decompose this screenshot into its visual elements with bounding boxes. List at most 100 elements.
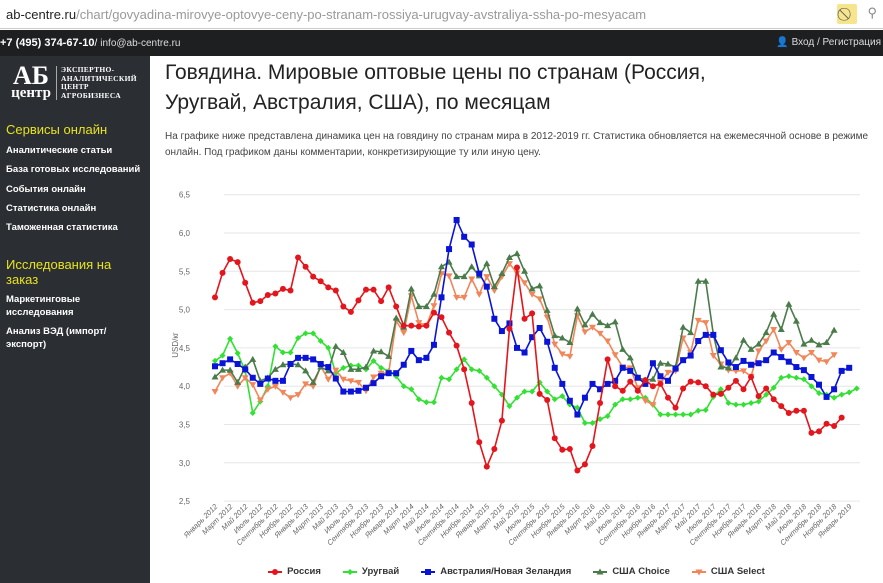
data-point[interactable] xyxy=(272,290,279,297)
data-point[interactable] xyxy=(665,377,671,384)
data-point[interactable] xyxy=(408,322,415,329)
data-point[interactable] xyxy=(649,360,656,367)
data-point[interactable] xyxy=(249,410,256,417)
data-point[interactable] xyxy=(702,406,709,413)
data-point[interactable] xyxy=(695,379,702,386)
data-point[interactable] xyxy=(438,263,445,270)
data-point[interactable] xyxy=(423,354,430,361)
data-point[interactable] xyxy=(490,283,498,290)
data-point[interactable] xyxy=(227,356,234,363)
data-point[interactable] xyxy=(271,365,279,372)
data-point[interactable] xyxy=(770,384,777,391)
data-point[interactable] xyxy=(816,428,822,435)
data-point[interactable] xyxy=(347,308,354,315)
data-point[interactable] xyxy=(475,291,483,298)
data-point[interactable] xyxy=(604,380,611,387)
data-point[interactable] xyxy=(755,348,763,355)
data-point[interactable] xyxy=(362,363,370,370)
data-point[interactable] xyxy=(627,367,634,374)
data-point[interactable] xyxy=(536,390,543,397)
data-point[interactable] xyxy=(453,216,460,223)
data-point[interactable] xyxy=(785,300,793,307)
data-point[interactable] xyxy=(544,388,551,395)
data-point[interactable] xyxy=(310,273,317,280)
data-point[interactable] xyxy=(596,319,604,326)
data-point[interactable] xyxy=(551,364,558,371)
data-point[interactable] xyxy=(687,411,694,418)
data-point[interactable] xyxy=(559,380,566,387)
data-point[interactable] xyxy=(664,360,672,367)
data-point[interactable] xyxy=(430,341,437,348)
data-point[interactable] xyxy=(777,326,785,333)
data-point[interactable] xyxy=(445,273,453,280)
data-point[interactable] xyxy=(430,399,437,406)
data-point[interactable] xyxy=(295,254,302,261)
data-point[interactable] xyxy=(354,365,362,372)
data-point[interactable] xyxy=(823,339,831,346)
data-point[interactable] xyxy=(514,394,520,401)
data-point[interactable] xyxy=(672,411,679,418)
data-point[interactable] xyxy=(347,388,354,395)
data-point[interactable] xyxy=(649,402,657,409)
data-point[interactable] xyxy=(740,357,747,364)
data-point[interactable] xyxy=(226,366,234,373)
data-point[interactable] xyxy=(680,385,687,392)
data-point[interactable] xyxy=(687,329,695,336)
data-point[interactable] xyxy=(324,376,332,383)
data-point[interactable] xyxy=(558,334,566,341)
zoom-icon[interactable]: ⚲ xyxy=(867,5,877,20)
data-point[interactable] xyxy=(340,303,347,310)
data-point[interactable] xyxy=(393,303,400,310)
data-point[interactable] xyxy=(800,376,807,383)
data-point[interactable] xyxy=(385,352,393,359)
data-point[interactable] xyxy=(295,354,302,361)
data-point[interactable] xyxy=(302,263,309,270)
data-point[interactable] xyxy=(423,322,430,329)
data-point[interactable] xyxy=(748,400,755,407)
data-point[interactable] xyxy=(505,254,513,261)
data-point[interactable] xyxy=(242,366,249,373)
data-point[interactable] xyxy=(702,320,710,327)
data-point[interactable] xyxy=(468,263,476,270)
data-point[interactable] xyxy=(657,373,664,380)
data-point[interactable] xyxy=(491,383,498,390)
data-point[interactable] xyxy=(823,420,830,427)
data-point[interactable] xyxy=(838,367,845,374)
data-point[interactable] xyxy=(332,342,340,349)
data-point[interactable] xyxy=(853,385,860,392)
data-point[interactable] xyxy=(521,315,528,322)
data-point[interactable] xyxy=(581,461,588,468)
data-point[interactable] xyxy=(612,377,619,384)
data-point[interactable] xyxy=(732,377,739,384)
data-point[interactable] xyxy=(665,394,671,401)
data-point[interactable] xyxy=(732,354,740,361)
data-point[interactable] xyxy=(378,298,385,305)
data-point[interactable] xyxy=(430,309,437,316)
data-point[interactable] xyxy=(498,417,505,424)
data-point[interactable] xyxy=(566,446,573,453)
data-point[interactable] xyxy=(649,375,657,382)
data-point[interactable] xyxy=(212,294,218,301)
data-point[interactable] xyxy=(740,401,747,408)
data-point[interactable] xyxy=(566,397,573,404)
data-point[interactable] xyxy=(446,329,453,336)
data-point[interactable] xyxy=(211,373,219,380)
data-point[interactable] xyxy=(838,414,845,421)
data-point[interactable] xyxy=(483,374,490,381)
data-point[interactable] xyxy=(680,411,687,418)
data-point[interactable] xyxy=(279,361,287,368)
data-point[interactable] xyxy=(339,348,347,355)
data-point[interactable] xyxy=(392,314,400,321)
data-point[interactable] xyxy=(227,256,234,263)
data-point[interactable] xyxy=(792,317,800,324)
data-point[interactable] xyxy=(461,356,468,363)
data-point[interactable] xyxy=(415,320,423,327)
data-point[interactable] xyxy=(332,287,339,294)
data-point[interactable] xyxy=(264,383,271,390)
data-point[interactable] xyxy=(272,568,279,575)
address-bar[interactable]: ab-centre.ru/chart/govyadina-mirovye-opt… xyxy=(0,0,883,29)
data-point[interactable] xyxy=(347,378,355,385)
data-point[interactable] xyxy=(679,323,687,330)
data-point[interactable] xyxy=(710,391,717,398)
legend-item[interactable]: Австралия/Новая Зеландия xyxy=(421,566,571,577)
